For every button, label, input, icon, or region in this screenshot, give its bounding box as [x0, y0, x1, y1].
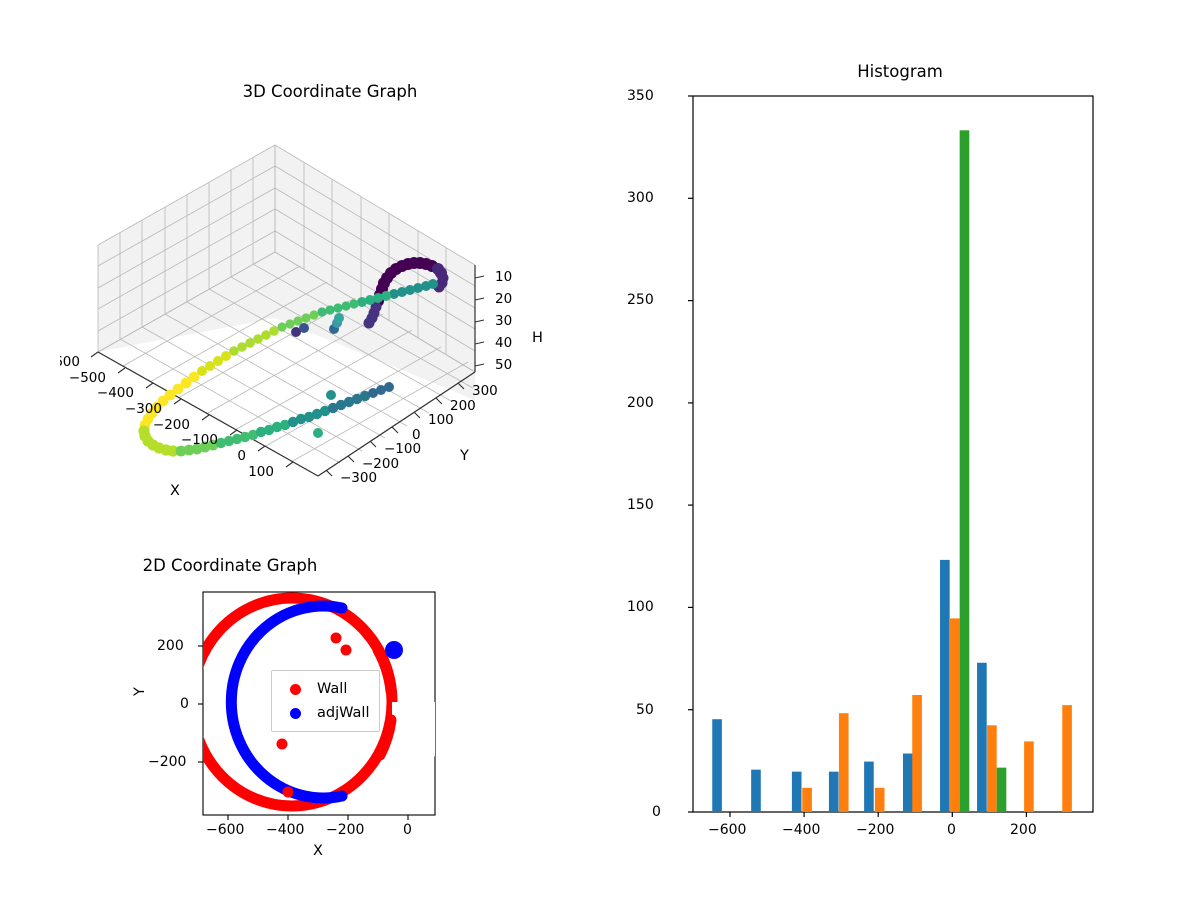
- plot-histogram-yticks: [688, 95, 693, 813]
- bar-s2-5: [987, 725, 997, 812]
- tickhist-x-0: 0: [947, 822, 956, 838]
- tick3d-x-0: 0: [237, 448, 246, 464]
- plot-3d-canvas: −600 −500 −400 −300 −200 −100 0 100 −300…: [60, 144, 512, 486]
- tick3d-y-100: 100: [428, 412, 454, 428]
- tickhist-y-350: 350: [627, 88, 654, 104]
- scatter-3d-points: [138, 257, 449, 457]
- tick3d-z-50: 50: [495, 357, 512, 373]
- tick2d-x--400: −400: [266, 822, 305, 838]
- tick3d-z-10: 10: [495, 269, 512, 285]
- legend-entry-wall[interactable]: Wall: [280, 677, 369, 701]
- plot-2d-coordinate-graph: 2D Coordinate Graph: [60, 550, 600, 880]
- plot-3d-title: 3D Coordinate Graph: [242, 82, 418, 101]
- bar-s2-1: [838, 713, 849, 812]
- tick3d-x--600: −600: [60, 354, 80, 370]
- tickhist-y-50: 50: [636, 702, 654, 718]
- bar-s3-0: [959, 130, 970, 812]
- tick3d-y--200: −200: [362, 456, 399, 472]
- legend-entry-adjwall[interactable]: adjWall: [280, 701, 369, 725]
- tickhist-y-250: 250: [627, 292, 654, 308]
- plot-2d-title: 2D Coordinate Graph: [142, 556, 318, 575]
- tick3d-y--100: −100: [384, 441, 421, 457]
- tick2d-x--600: −600: [206, 822, 245, 838]
- histogram-bars-series-1: [712, 559, 987, 812]
- legend-label-adjwall: adjWall: [317, 705, 370, 721]
- plot-3d-zlabel: H: [532, 330, 543, 346]
- bar-s1-7: [977, 662, 987, 812]
- plot-histogram-frame: [692, 95, 1094, 813]
- tickhist-x--400: −400: [782, 822, 821, 838]
- tick3d-y-0: 0: [412, 427, 421, 443]
- tickhist-y-300: 300: [627, 190, 654, 206]
- series-wall-arcs: [372, 644, 397, 761]
- tickhist-x--200: −200: [856, 822, 895, 838]
- tick3d-x--100: −100: [181, 432, 218, 448]
- plot-2d-ylabel: Y: [132, 687, 148, 696]
- tickhist-x--600: −600: [708, 822, 747, 838]
- tick2d-y-0: 0: [180, 696, 189, 712]
- histogram-bars-series-3: [959, 130, 1007, 812]
- axis-spines-3d: [97, 265, 476, 477]
- tickhist-y-100: 100: [627, 599, 654, 615]
- ticks-y-3d: [325, 382, 465, 477]
- series-wall-outliers: [276, 632, 352, 798]
- legend-marker-wall-icon: [290, 683, 301, 695]
- bar-s1-1: [751, 769, 761, 812]
- tickhist-y-200: 200: [627, 395, 654, 411]
- bar-s2-0: [802, 787, 812, 812]
- bar-s1-2: [791, 771, 802, 812]
- legend-label-wall: Wall: [317, 681, 348, 697]
- tick2d-x--200: −200: [326, 822, 365, 838]
- bar-s2-2: [874, 787, 885, 812]
- ticks-x-3d: [90, 351, 294, 468]
- tick3d-x-100: 100: [248, 464, 274, 480]
- tick2d-y--200: −200: [148, 754, 187, 770]
- bar-s2-4: [950, 618, 960, 812]
- bar-s1-0: [712, 719, 722, 812]
- bar-s2-3: [912, 695, 922, 812]
- plot-histogram-canvas: [688, 95, 1094, 817]
- plot-histogram-xticks: [729, 812, 1027, 817]
- plot-2d-xlabel: X: [313, 843, 323, 859]
- tick3d-y-300: 300: [472, 383, 498, 399]
- bar-s1-4: [864, 761, 874, 812]
- plot-3d-coordinate-graph: 3D Coordinate Graph: [60, 70, 600, 540]
- tick3d-z-20: 20: [495, 291, 512, 307]
- series-adjwall-cluster: [385, 641, 403, 659]
- bar-s2-6: [1024, 741, 1034, 812]
- histogram-bars-series-2: [802, 618, 1072, 812]
- bar-s1-3: [828, 771, 839, 812]
- tickhist-y-0: 0: [652, 804, 661, 820]
- bar-s3-1: [996, 767, 1007, 812]
- plot-2d-ticks: [198, 645, 409, 820]
- tick3d-y--300: −300: [340, 470, 377, 486]
- scatter-3d-outliers: [291, 313, 344, 438]
- bar-s1-5: [903, 753, 913, 812]
- plot-histogram: Histogram: [600, 50, 1200, 890]
- plot-3d-xlabel: X: [170, 483, 180, 499]
- tick2d-y-200: 200: [157, 638, 184, 654]
- tick2d-x-0: 0: [403, 822, 412, 838]
- tickhist-x-200: 200: [1010, 822, 1037, 838]
- bar-s1-6: [940, 559, 950, 812]
- tick3d-x--200: −200: [153, 417, 190, 433]
- series-wall-gap-mask: [392, 702, 435, 757]
- tick3d-z-40: 40: [495, 335, 512, 351]
- ticks-z-3d: [474, 275, 485, 367]
- plot-histogram-title: Histogram: [857, 62, 943, 81]
- tick3d-z-30: 30: [495, 313, 512, 329]
- tickhist-y-150: 150: [627, 497, 654, 513]
- plot-3d-ylabel: Y: [460, 448, 469, 464]
- tick3d-y-200: 200: [450, 398, 476, 414]
- tick3d-x--500: −500: [69, 370, 106, 386]
- tick3d-x--400: −400: [97, 385, 134, 401]
- bar-s2-7: [1062, 705, 1072, 812]
- tick3d-x--300: −300: [125, 401, 162, 417]
- legend-marker-adjwall-icon: [290, 707, 301, 719]
- plot-2d-legend[interactable]: Wall adjWall: [271, 670, 381, 732]
- plot-2d-canvas: [198, 591, 436, 820]
